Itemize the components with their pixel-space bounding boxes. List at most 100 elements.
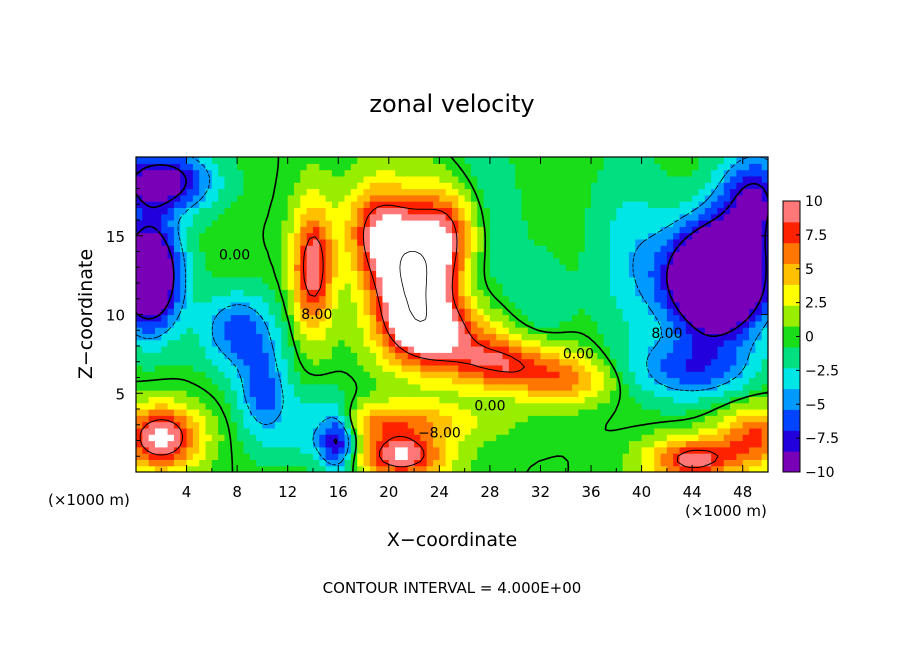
heatmap-cell	[679, 251, 687, 259]
heatmap-cell	[167, 333, 175, 341]
heatmap-cell	[711, 371, 719, 379]
heatmap-cell	[173, 434, 181, 442]
heatmap-cell	[142, 157, 150, 164]
heatmap-cell	[698, 264, 706, 271]
heatmap-cell	[237, 421, 245, 429]
heatmap-cell	[534, 163, 542, 171]
heatmap-cell	[616, 446, 624, 454]
heatmap-cell	[692, 371, 700, 379]
heatmap-cell	[736, 383, 744, 391]
heatmap-cell	[192, 383, 200, 391]
heatmap-cell	[540, 308, 548, 316]
heatmap-cell	[439, 434, 447, 442]
heatmap-cell	[294, 270, 301, 278]
heatmap-cell	[755, 339, 763, 347]
heatmap-cell	[154, 188, 162, 196]
heatmap-cell	[591, 220, 598, 227]
heatmap-cell	[616, 232, 624, 240]
heatmap-cell	[325, 415, 333, 423]
heatmap-cell	[433, 245, 440, 253]
heatmap-cell	[553, 440, 561, 448]
heatmap-cell	[369, 283, 377, 290]
heatmap-cell	[749, 327, 756, 334]
heatmap-cell	[407, 346, 415, 353]
heatmap-cell	[660, 358, 668, 366]
heatmap-cell	[572, 377, 579, 385]
heatmap-cell	[173, 169, 181, 177]
heatmap-cell	[211, 163, 219, 171]
heatmap-cell	[508, 308, 516, 316]
heatmap-cell	[635, 201, 643, 208]
heatmap-cell	[742, 175, 750, 183]
heatmap-cell	[559, 446, 567, 454]
heatmap-cell	[578, 459, 586, 467]
heatmap-cell	[161, 188, 169, 196]
heatmap-cell	[502, 238, 510, 246]
heatmap-cell	[578, 276, 586, 284]
heatmap-cell	[464, 383, 472, 391]
heatmap-cell	[357, 314, 365, 322]
heatmap-cell	[508, 427, 516, 435]
heatmap-cell	[534, 232, 542, 240]
heatmap-cell	[527, 188, 535, 196]
heatmap-cell	[420, 245, 428, 253]
heatmap-cell	[395, 396, 403, 404]
heatmap-cell	[369, 182, 377, 190]
heatmap-cell	[578, 257, 586, 265]
heatmap-cell	[534, 409, 542, 416]
heatmap-cell	[154, 301, 162, 309]
heatmap-cell	[470, 276, 478, 284]
heatmap-cell	[673, 257, 681, 265]
heatmap-cell	[306, 308, 314, 316]
heatmap-cell	[666, 358, 674, 366]
heatmap-cell	[401, 251, 409, 259]
heatmap-cell	[584, 390, 592, 397]
heatmap-cell	[224, 314, 232, 322]
heatmap-cell	[407, 364, 415, 372]
heatmap-cell	[382, 446, 390, 454]
heatmap-cell	[578, 289, 586, 297]
heatmap-cell	[698, 409, 706, 416]
heatmap-cell	[723, 163, 731, 171]
heatmap-cell	[205, 188, 213, 196]
heatmap-cell	[344, 320, 352, 328]
heatmap-cell	[749, 264, 756, 271]
heatmap-cell	[578, 320, 586, 328]
heatmap-cell	[395, 371, 403, 379]
heatmap-cell	[477, 175, 485, 183]
heatmap-cell	[338, 383, 346, 391]
heatmap-cell	[268, 415, 276, 423]
heatmap-cell	[306, 182, 314, 190]
heatmap-cell	[148, 396, 156, 404]
heatmap-cell	[470, 459, 478, 467]
heatmap-cell	[426, 346, 434, 353]
heatmap-cell	[622, 194, 630, 202]
heatmap-cell	[230, 157, 238, 164]
heatmap-cell	[186, 257, 194, 265]
heatmap-cell	[142, 383, 150, 391]
heatmap-cell	[205, 333, 213, 341]
heatmap-cell	[192, 238, 200, 246]
heatmap-cell	[357, 377, 365, 385]
heatmap-cell	[186, 301, 194, 309]
heatmap-cell	[218, 383, 226, 391]
heatmap-cell	[654, 251, 662, 259]
heatmap-cell	[319, 427, 327, 435]
heatmap-cell	[508, 276, 516, 284]
heatmap-cell	[679, 264, 687, 271]
heatmap-cell	[464, 220, 472, 227]
heatmap-cell	[502, 194, 510, 202]
heatmap-cell	[761, 226, 768, 234]
heatmap-cell	[319, 276, 327, 284]
heatmap-cell	[338, 427, 346, 435]
heatmap-cell	[275, 333, 282, 341]
heatmap-cell	[192, 194, 200, 202]
heatmap-cell	[249, 327, 257, 334]
heatmap-cell	[477, 390, 485, 397]
heatmap-cell	[654, 453, 662, 460]
heatmap-cell	[414, 402, 421, 410]
heatmap-cell	[761, 327, 768, 334]
heatmap-cell	[635, 327, 643, 334]
heatmap-cell	[692, 358, 700, 366]
heatmap-cell	[521, 301, 529, 309]
